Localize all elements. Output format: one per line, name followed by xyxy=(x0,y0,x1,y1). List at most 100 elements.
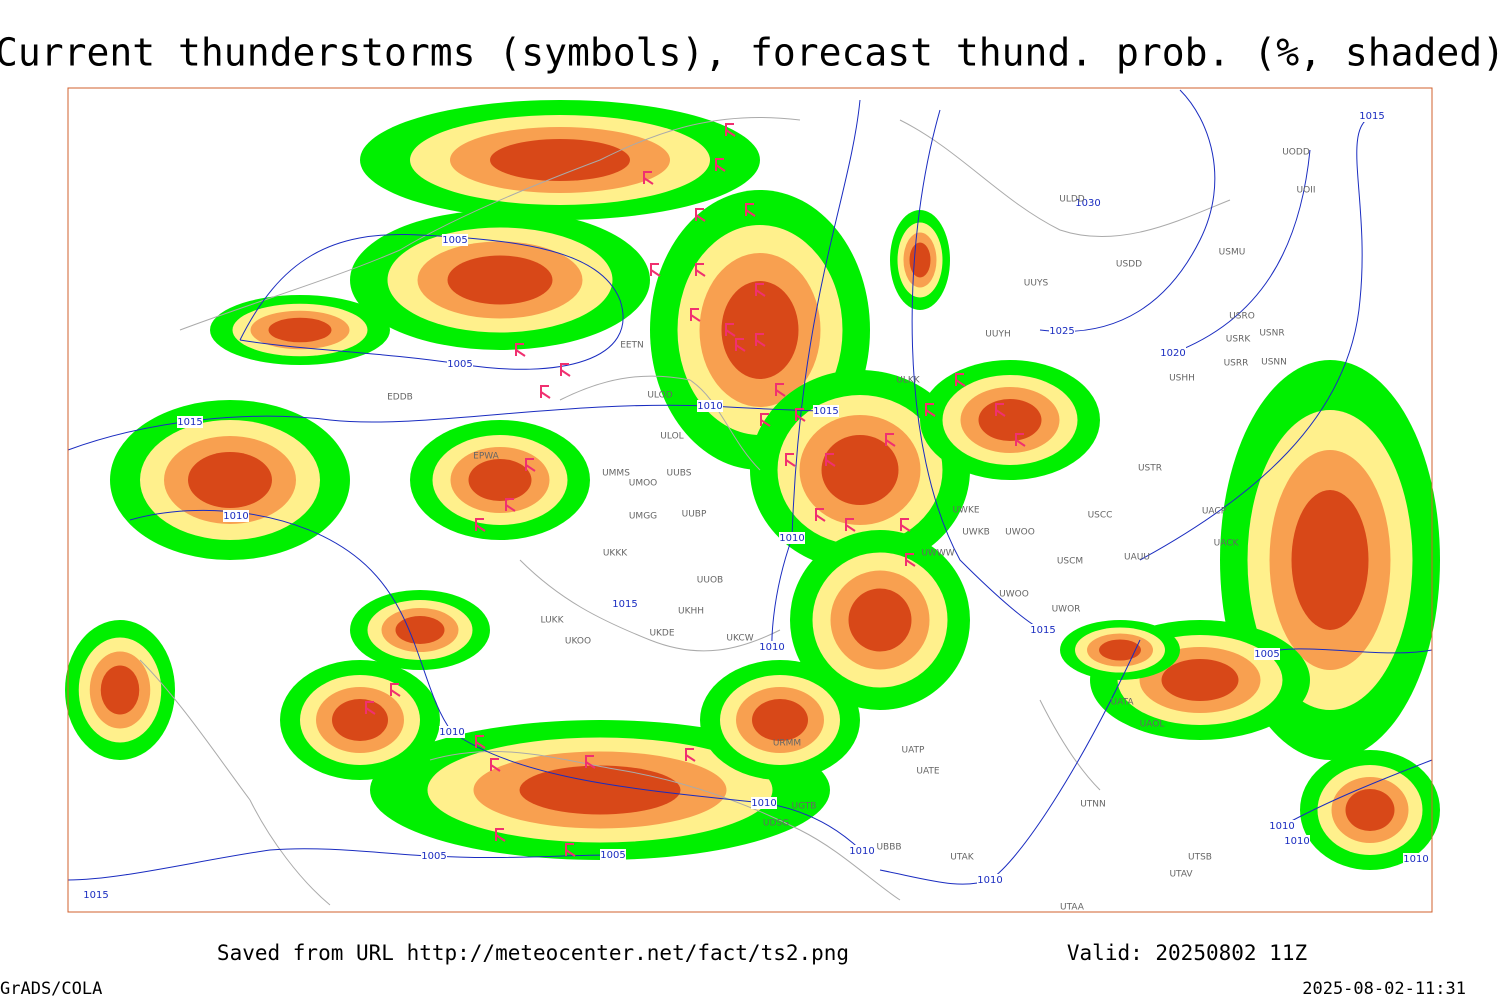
station-code: ULDD xyxy=(1059,195,1085,205)
station-code: UBBB xyxy=(876,843,901,853)
storm-symbol xyxy=(755,333,766,347)
isobar-label-bg xyxy=(223,510,249,522)
station-code: UTNN xyxy=(1080,800,1106,810)
isobar-label-bg xyxy=(751,797,777,809)
station-code: UATE xyxy=(916,767,940,777)
storm-symbol xyxy=(540,385,551,399)
station-code: UMGG xyxy=(629,512,657,522)
storm-symbol xyxy=(490,758,501,772)
storm-symbol xyxy=(745,203,756,217)
shade-area xyxy=(468,459,532,501)
shade-area xyxy=(188,452,272,508)
isobar-label: 1010 xyxy=(779,533,804,544)
isobar-label-bg xyxy=(977,874,1003,886)
isobar-label-bg xyxy=(697,400,723,412)
station-code: USTR xyxy=(1138,464,1162,474)
map-frame xyxy=(67,87,1433,913)
storm-symbol xyxy=(505,498,516,512)
storm-symbol xyxy=(845,518,856,532)
isobar-labels: 1005 1005 1010 1015 1010 1015 1010 1015 1010 1010… xyxy=(83,110,1429,901)
station-code: UKCW xyxy=(726,634,753,644)
storm-symbol xyxy=(695,263,706,277)
station-code: USHH xyxy=(1169,374,1195,384)
storm-symbol xyxy=(650,263,661,277)
station-code: UKDE xyxy=(649,629,674,639)
storm-symbol xyxy=(515,343,526,357)
station-code: USRR xyxy=(1224,359,1249,369)
storm-symbol xyxy=(695,208,706,222)
shade-area xyxy=(447,255,553,305)
storm-symbol xyxy=(795,408,806,422)
shade-area xyxy=(1161,659,1239,701)
isobar-label: 1010 xyxy=(697,401,722,412)
storm-symbol xyxy=(643,171,654,185)
isobar-label: 1015 xyxy=(83,890,108,901)
isobar-label: 1010 xyxy=(759,642,784,653)
station-code: UWKE xyxy=(952,506,979,516)
thunderstorm-symbols xyxy=(365,123,1026,857)
shade-area xyxy=(752,699,808,741)
isobar-label-bg xyxy=(779,532,805,544)
station-code: UUYH xyxy=(985,330,1010,340)
station-code: UACK xyxy=(1214,539,1240,549)
station-code: UWOO xyxy=(1005,528,1035,538)
storm-symbol xyxy=(475,735,486,749)
station-code: UKHH xyxy=(678,607,704,617)
station-code: USNR xyxy=(1259,329,1284,339)
isobar-label-bg xyxy=(442,234,468,246)
shade-area xyxy=(395,616,445,644)
storm-symbol xyxy=(760,413,771,427)
shade-area xyxy=(1291,490,1369,630)
storm-symbol xyxy=(690,308,701,322)
storm-symbol xyxy=(585,755,596,769)
software: GrADS/COLA xyxy=(0,979,102,999)
source-url: Saved from URL http://meteocenter.net/fa… xyxy=(217,941,849,965)
isobar-label: 1010 xyxy=(223,511,248,522)
storm-symbol xyxy=(390,683,401,697)
storm-symbol xyxy=(475,518,486,532)
shade-area xyxy=(1345,789,1395,831)
isobar-label: 1015 xyxy=(813,406,838,417)
isobar-label-bg xyxy=(177,416,203,428)
isobar-label-bg xyxy=(1269,820,1295,832)
isobar-label-bg xyxy=(600,849,626,861)
isobar-label: 1015 xyxy=(177,417,202,428)
storm-symbol xyxy=(775,383,786,397)
storm-symbol xyxy=(685,748,696,762)
storm-symbol xyxy=(995,403,1006,417)
storm-symbol xyxy=(560,363,571,377)
station-code: USCC xyxy=(1088,511,1113,521)
station-code: UUOB xyxy=(697,576,723,586)
station-code: UMMS xyxy=(602,469,630,479)
storm-symbol xyxy=(815,508,826,522)
station-code: USMU xyxy=(1219,248,1246,258)
station-code: UKKK xyxy=(603,549,628,559)
shade-area xyxy=(978,399,1042,441)
shade-area xyxy=(848,588,912,652)
isobar-label: 1010 xyxy=(1284,836,1309,847)
station-code: UWKB xyxy=(962,528,990,538)
isobar-label: 1015 xyxy=(1030,625,1055,636)
isobar-label-bg xyxy=(759,641,785,653)
station-code: ULKK xyxy=(896,376,921,386)
title: Current thunderstorms (symbols), forecas… xyxy=(0,31,1500,75)
storm-symbol xyxy=(825,453,836,467)
station-code: UWWW xyxy=(921,549,954,559)
isobar-label-bg xyxy=(1030,624,1056,636)
storm-symbol xyxy=(525,458,536,472)
station-code: USRO xyxy=(1229,312,1255,322)
station-code: URMM xyxy=(773,739,801,749)
isobar-label-bg xyxy=(1160,347,1186,359)
isobar-label: 1030 xyxy=(1075,198,1100,209)
station-code: UATP xyxy=(902,746,926,756)
station-code: UACP xyxy=(1202,507,1227,517)
isobar-label-bg xyxy=(1075,197,1101,209)
station-code: UTAA xyxy=(1060,903,1085,913)
storm-symbol xyxy=(495,828,506,842)
station-code: USCM xyxy=(1057,557,1083,567)
station-code: UGTB xyxy=(792,802,817,812)
isobar-label-bg xyxy=(612,598,638,610)
storm-symbol xyxy=(715,158,726,172)
valid-time: Valid: 20250802 11Z xyxy=(1067,941,1307,965)
